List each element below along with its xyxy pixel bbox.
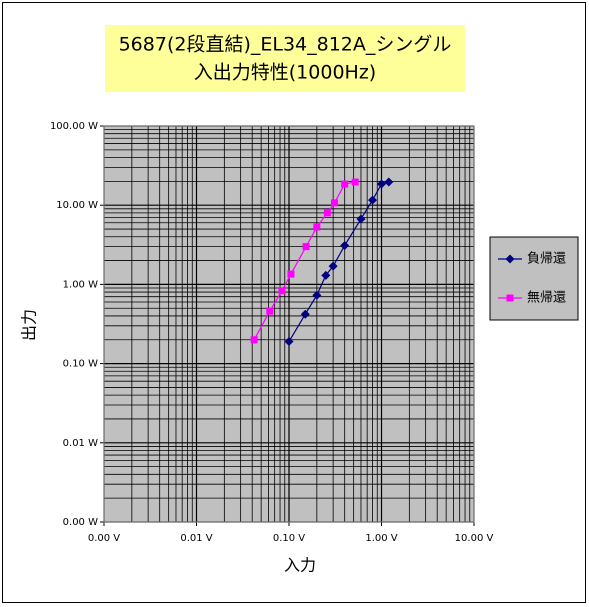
marker	[302, 243, 310, 251]
y-tick-label: 1.00 W	[63, 279, 98, 290]
x-tick-label: 0.00 V	[88, 533, 120, 544]
legend-label: 無帰還	[527, 290, 566, 306]
series-line	[253, 181, 356, 341]
marker	[505, 254, 515, 264]
marker	[328, 261, 338, 271]
x-tick-label: 0.10 V	[273, 533, 305, 544]
y-tick-label: 0.10 W	[63, 359, 98, 370]
marker	[506, 294, 514, 302]
y-tick-label: 10.00 W	[56, 200, 98, 211]
marker	[287, 270, 295, 278]
chart-title: 5687(2段直結)_EL34_812A_シングル	[119, 34, 452, 56]
marker	[312, 290, 322, 300]
marker	[340, 240, 350, 250]
marker	[278, 287, 286, 295]
legend	[489, 236, 579, 321]
marker	[377, 179, 386, 189]
marker	[330, 199, 338, 207]
marker	[356, 214, 366, 224]
x-tick-label: 0.01 V	[180, 533, 212, 544]
marker	[284, 337, 294, 347]
y-axis-label: 出力	[20, 309, 39, 341]
x-axis-label: 入力	[284, 556, 316, 575]
marker	[323, 209, 331, 217]
plot-border	[103, 125, 475, 523]
marker	[313, 223, 321, 231]
marker	[250, 336, 258, 344]
series-layer	[250, 177, 394, 347]
marker	[368, 195, 378, 205]
marker	[266, 307, 274, 315]
title-box	[105, 25, 465, 92]
marker	[384, 177, 394, 187]
legend-label: 負帰還	[527, 251, 566, 267]
marker	[300, 309, 310, 319]
marker	[351, 178, 359, 186]
chart-title: 入出力特性(1000Hz)	[194, 62, 376, 84]
y-tick-label: 100.00 W	[50, 121, 98, 132]
x-tick-label: 1.00 V	[365, 533, 397, 544]
marker	[341, 180, 349, 188]
x-tick-label: 10.00 V	[455, 533, 494, 544]
y-tick-label: 0.01 W	[63, 438, 98, 449]
marker	[321, 270, 331, 280]
series-line	[288, 181, 389, 342]
y-tick-label: 0.00 W	[63, 517, 98, 528]
